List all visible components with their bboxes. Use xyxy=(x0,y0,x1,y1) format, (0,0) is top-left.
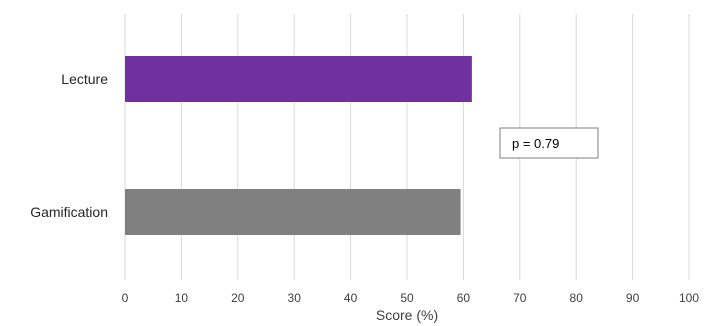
p-value-annotation: p = 0.79 xyxy=(499,127,599,159)
x-tick-label-0: 0 xyxy=(122,291,129,305)
bars xyxy=(125,56,472,235)
x-tick-label-10: 10 xyxy=(175,291,189,305)
x-tick-label-50: 50 xyxy=(400,291,414,305)
x-tick-label-80: 80 xyxy=(570,291,584,305)
annotation-box xyxy=(499,127,599,159)
x-tick-label-20: 20 xyxy=(231,291,245,305)
x-tick-label-100: 100 xyxy=(679,291,699,305)
bar-lecture xyxy=(125,56,472,102)
category-labels: Lecture Gamification xyxy=(30,71,108,220)
x-tick-label-30: 30 xyxy=(288,291,302,305)
annotation-text: p = 0.79 xyxy=(512,136,559,151)
x-tick-label-70: 70 xyxy=(513,291,527,305)
category-label-gamification: Gamification xyxy=(30,204,108,220)
category-label-lecture: Lecture xyxy=(61,71,108,87)
x-tick-label-60: 60 xyxy=(457,291,471,305)
gridlines xyxy=(124,14,690,280)
x-tick-label-90: 90 xyxy=(626,291,640,305)
x-tick-labels: 0 10 20 30 40 50 60 70 80 90 100 xyxy=(122,291,700,305)
bar-gamification xyxy=(125,189,461,235)
x-axis-title: Score (%) xyxy=(376,307,438,323)
x-tick-label-40: 40 xyxy=(344,291,358,305)
